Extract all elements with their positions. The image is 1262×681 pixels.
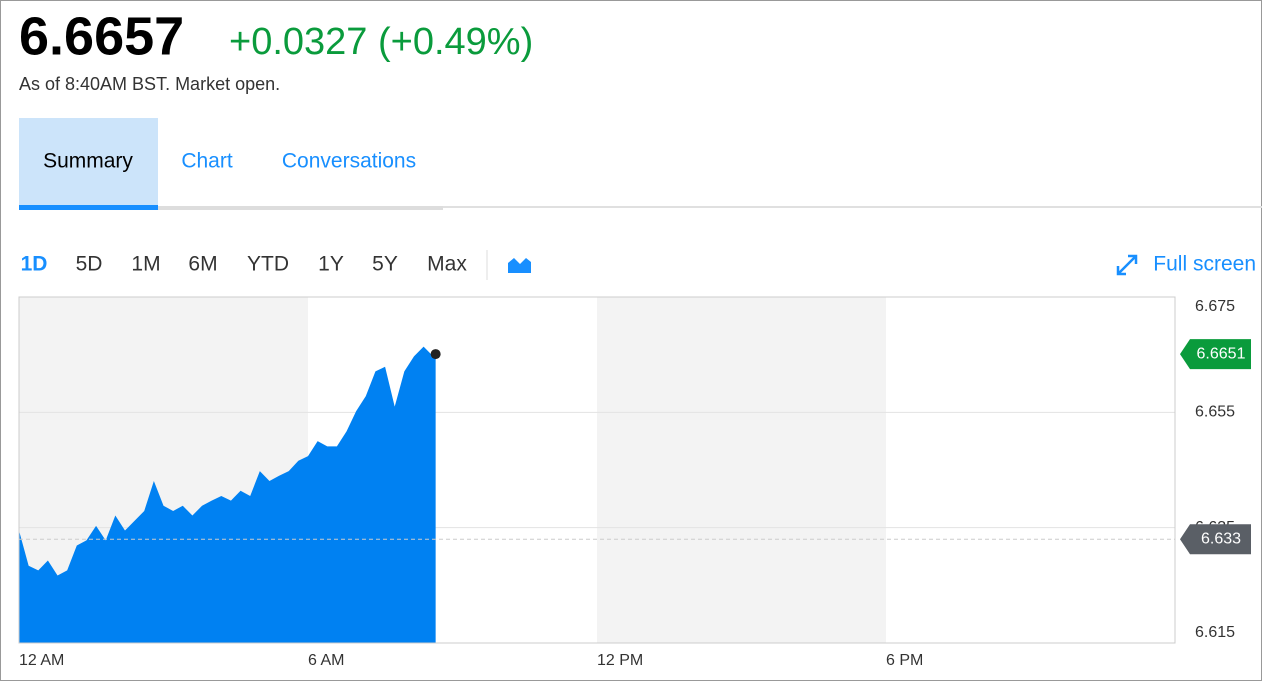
x-tick-label: 12 PM [597,652,643,669]
active-tab-bar [19,205,158,210]
as-of: As of 8:40AM BST. Market open. [19,74,280,94]
last-point [430,349,441,360]
range-button[interactable]: 1D [21,253,48,276]
previous-close-badge: 6.633 [1201,530,1241,547]
y-tick-label: 6.655 [1195,404,1235,421]
active-tab-bg [19,118,158,206]
x-tick-label: 6 AM [308,652,344,669]
x-tick-label: 6 PM [886,652,923,669]
last-value-badge: 6.6651 [1197,345,1246,362]
full-screen[interactable]: Full screen [1153,253,1256,276]
tab[interactable]: Chart [181,150,233,173]
price-change: +0.0327 (+0.49%) [229,21,533,63]
y-tick-label: 6.615 [1195,624,1235,641]
plot-border [18,296,1176,644]
y-tick-label: 6.675 [1195,298,1235,315]
range-button[interactable]: Max [427,253,467,276]
price: 6.6657 [19,6,184,66]
range-button[interactable]: 1Y [318,253,344,276]
range-button[interactable]: YTD [247,253,289,276]
full-screen-icon[interactable] [1116,254,1138,276]
chart-type-icon[interactable] [508,258,531,273]
price-area [19,346,436,643]
last-value-badge-bg [1180,339,1251,370]
range-button[interactable]: 1M [131,253,160,276]
tab[interactable]: Summary [43,150,133,173]
range-button[interactable]: 6M [188,253,217,276]
x-tick-label: 12 AM [19,652,64,669]
range-button[interactable]: 5Y [372,253,398,276]
session-band [597,297,886,643]
previous-close-badge-bg [1180,524,1251,555]
range-button[interactable]: 5D [76,253,103,276]
tab[interactable]: Conversations [282,150,416,173]
